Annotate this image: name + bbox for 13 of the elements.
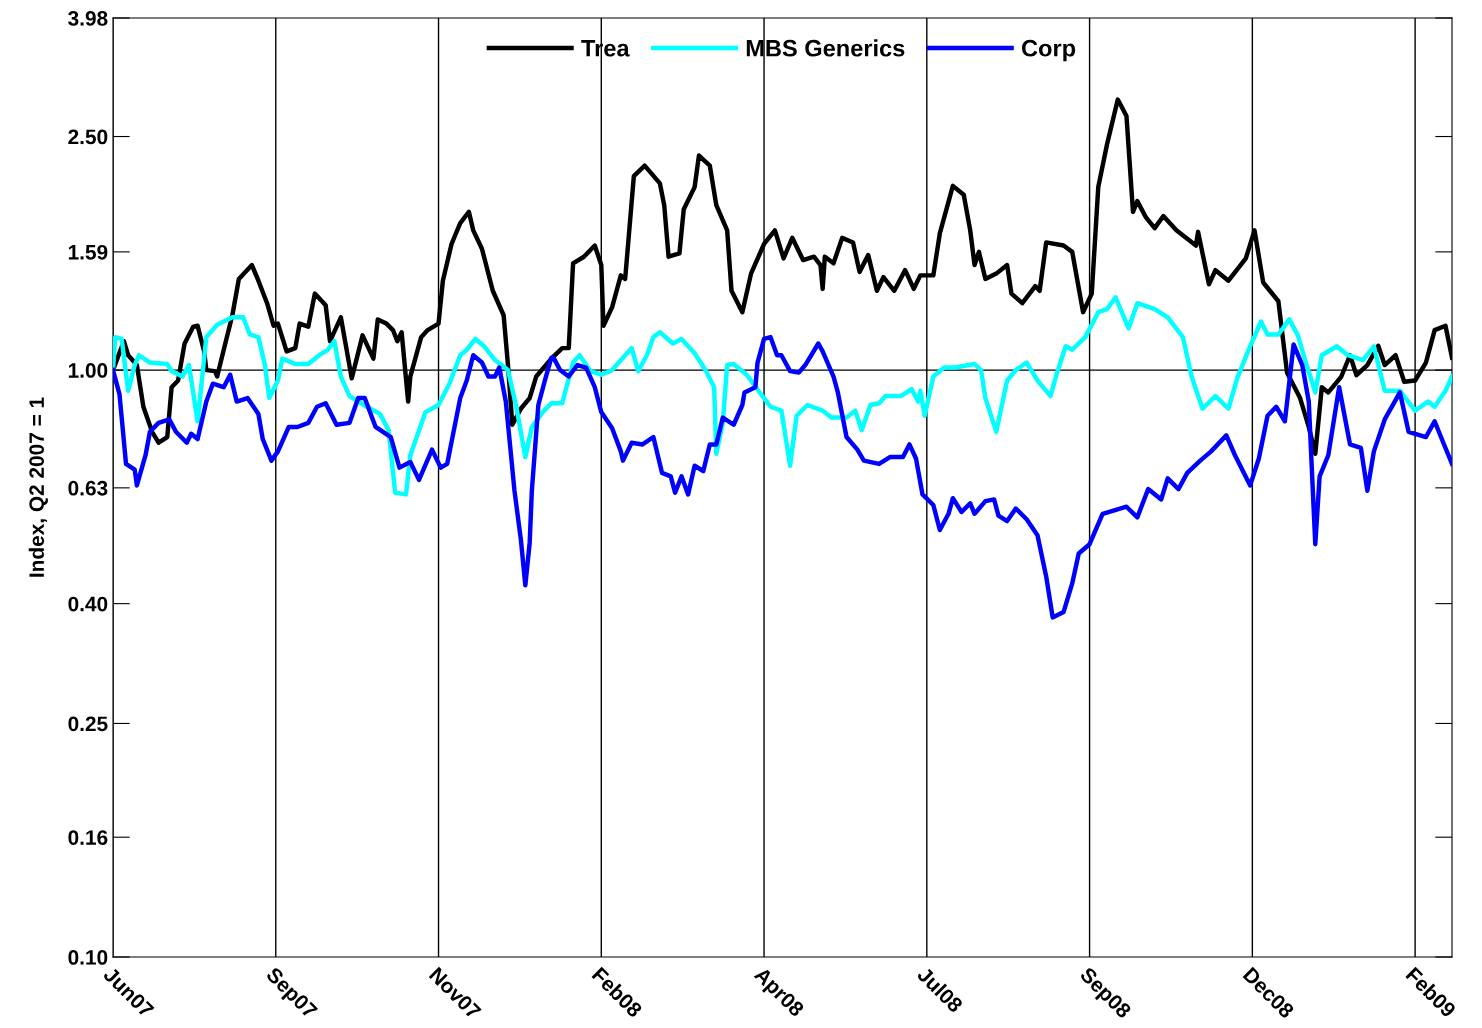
legend-label: Corp [1021, 39, 1076, 62]
y-axis-title: Index, Q2 2007 = 1 [28, 397, 48, 577]
y-tick-label: 0.16 [68, 830, 108, 845]
line-series [113, 334, 1452, 620]
y-tick-label: 2.50 [68, 129, 108, 145]
y-tick-label: 0.63 [68, 480, 108, 496]
y-tick-label: 0.40 [68, 596, 108, 612]
line-series [113, 295, 1452, 497]
y-tick-label: 3.98 [68, 11, 108, 26]
y-tick-label: 0.10 [68, 950, 108, 965]
y-tick-label: 0.25 [68, 716, 108, 732]
y-tick-label: 1.59 [68, 244, 108, 260]
y-tick-label: 1.00 [68, 363, 108, 378]
